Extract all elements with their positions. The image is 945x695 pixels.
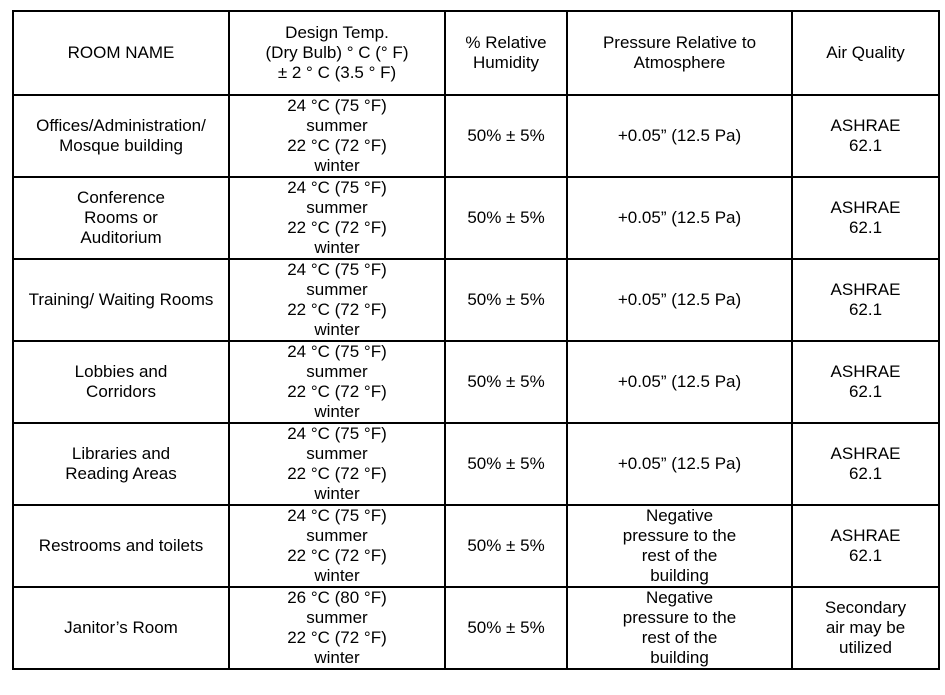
air-quality-cell: ASHRAE 62.1 — [791, 504, 940, 588]
humidity-cell: 50% ± 5% — [444, 176, 568, 260]
header-relative-humidity: % Relative Humidity — [444, 10, 568, 96]
humidity-cell: 50% ± 5% — [444, 340, 568, 424]
design-temp-cell: 24 °C (75 °F) summer 22 °C (72 °F) winte… — [228, 176, 446, 260]
humidity-cell: 50% ± 5% — [444, 94, 568, 178]
pressure-cell: +0.05” (12.5 Pa) — [566, 422, 793, 506]
pressure-cell: +0.05” (12.5 Pa) — [566, 258, 793, 342]
humidity-cell: 50% ± 5% — [444, 504, 568, 588]
design-temp-cell: 24 °C (75 °F) summer 22 °C (72 °F) winte… — [228, 258, 446, 342]
table-row: Janitor’s Room 26 °C (80 °F) summer 22 °… — [12, 586, 940, 670]
humidity-cell: 50% ± 5% — [444, 586, 568, 670]
design-conditions-table: ROOM NAME Design Temp. (Dry Bulb) ° C (°… — [12, 10, 940, 670]
design-temp-cell: 26 °C (80 °F) summer 22 °C (72 °F) winte… — [228, 586, 446, 670]
table-row: Restrooms and toilets 24 °C (75 °F) summ… — [12, 504, 940, 588]
design-temp-cell: 24 °C (75 °F) summer 22 °C (72 °F) winte… — [228, 94, 446, 178]
room-name-cell: Conference Rooms or Auditorium — [12, 176, 230, 260]
humidity-cell: 50% ± 5% — [444, 422, 568, 506]
room-name-cell: Training/ Waiting Rooms — [12, 258, 230, 342]
table-row: Lobbies and Corridors 24 °C (75 °F) summ… — [12, 340, 940, 424]
room-name-cell: Restrooms and toilets — [12, 504, 230, 588]
room-name-cell: Offices/Administration/ Mosque building — [12, 94, 230, 178]
air-quality-cell: Secondary air may be utilized — [791, 586, 940, 670]
table-row: Offices/Administration/ Mosque building … — [12, 94, 940, 178]
air-quality-cell: ASHRAE 62.1 — [791, 422, 940, 506]
pressure-cell: Negative pressure to the rest of the bui… — [566, 586, 793, 670]
air-quality-cell: ASHRAE 62.1 — [791, 258, 940, 342]
header-pressure: Pressure Relative to Atmosphere — [566, 10, 793, 96]
design-temp-cell: 24 °C (75 °F) summer 22 °C (72 °F) winte… — [228, 340, 446, 424]
pressure-cell: +0.05” (12.5 Pa) — [566, 340, 793, 424]
header-row: ROOM NAME Design Temp. (Dry Bulb) ° C (°… — [12, 10, 940, 96]
air-quality-cell: ASHRAE 62.1 — [791, 176, 940, 260]
room-name-cell: Libraries and Reading Areas — [12, 422, 230, 506]
design-temp-cell: 24 °C (75 °F) summer 22 °C (72 °F) winte… — [228, 504, 446, 588]
air-quality-cell: ASHRAE 62.1 — [791, 340, 940, 424]
pressure-cell: +0.05” (12.5 Pa) — [566, 176, 793, 260]
room-name-cell: Janitor’s Room — [12, 586, 230, 670]
humidity-cell: 50% ± 5% — [444, 258, 568, 342]
table-row: Training/ Waiting Rooms 24 °C (75 °F) su… — [12, 258, 940, 342]
table-row: Libraries and Reading Areas 24 °C (75 °F… — [12, 422, 940, 506]
header-room-name: ROOM NAME — [12, 10, 230, 96]
pressure-cell: Negative pressure to the rest of the bui… — [566, 504, 793, 588]
pressure-cell: +0.05” (12.5 Pa) — [566, 94, 793, 178]
design-temp-cell: 24 °C (75 °F) summer 22 °C (72 °F) winte… — [228, 422, 446, 506]
header-air-quality: Air Quality — [791, 10, 940, 96]
room-name-cell: Lobbies and Corridors — [12, 340, 230, 424]
air-quality-cell: ASHRAE 62.1 — [791, 94, 940, 178]
header-design-temp: Design Temp. (Dry Bulb) ° C (° F) ± 2 ° … — [228, 10, 446, 96]
table-row: Conference Rooms or Auditorium 24 °C (75… — [12, 176, 940, 260]
